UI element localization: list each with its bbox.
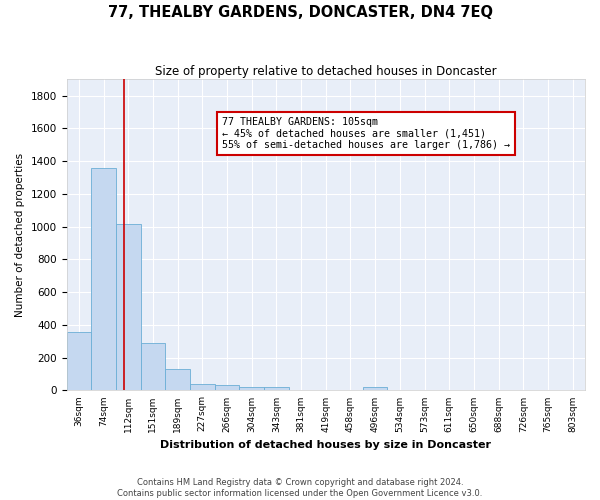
- Text: Contains HM Land Registry data © Crown copyright and database right 2024.
Contai: Contains HM Land Registry data © Crown c…: [118, 478, 482, 498]
- Bar: [215, 384, 239, 390]
- Bar: [116, 224, 140, 390]
- Y-axis label: Number of detached properties: Number of detached properties: [15, 152, 25, 317]
- Bar: [264, 388, 289, 390]
- Bar: [363, 387, 388, 390]
- Bar: [190, 384, 215, 390]
- Text: 77 THEALBY GARDENS: 105sqm
← 45% of detached houses are smaller (1,451)
55% of s: 77 THEALBY GARDENS: 105sqm ← 45% of deta…: [222, 116, 510, 150]
- X-axis label: Distribution of detached houses by size in Doncaster: Distribution of detached houses by size …: [160, 440, 491, 450]
- Bar: [91, 168, 116, 390]
- Title: Size of property relative to detached houses in Doncaster: Size of property relative to detached ho…: [155, 65, 497, 78]
- Text: 77, THEALBY GARDENS, DONCASTER, DN4 7EQ: 77, THEALBY GARDENS, DONCASTER, DN4 7EQ: [107, 5, 493, 20]
- Bar: [239, 387, 264, 390]
- Bar: [165, 369, 190, 390]
- Bar: [140, 343, 165, 390]
- Bar: [67, 332, 91, 390]
